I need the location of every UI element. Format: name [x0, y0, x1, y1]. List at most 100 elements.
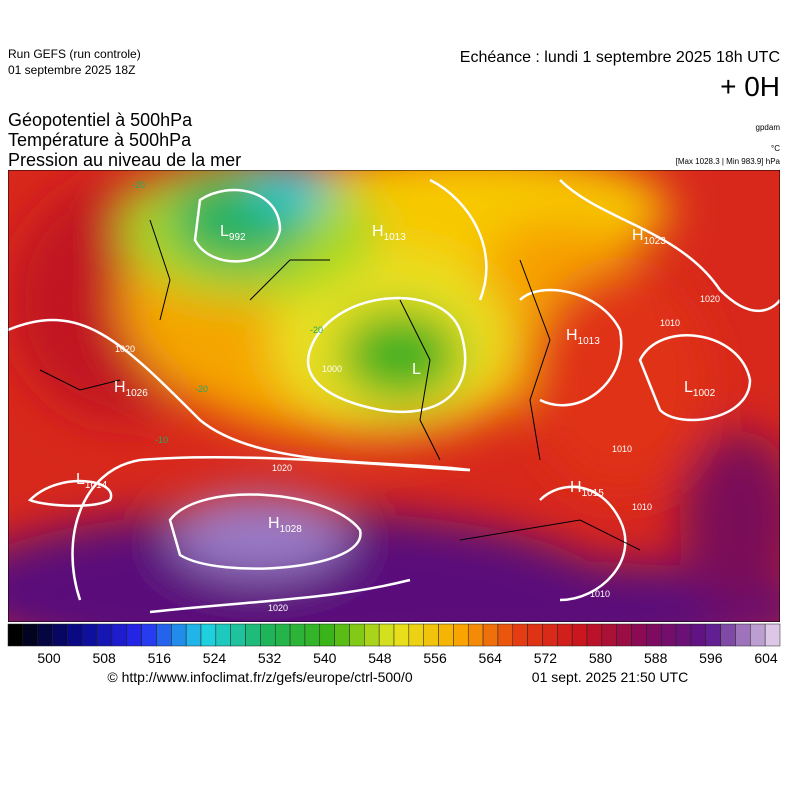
- pressure-center: L1002: [684, 379, 716, 399]
- colorbar-swatch: [52, 623, 68, 647]
- pressure-center: H1023: [632, 227, 666, 247]
- pressure-center: L1014: [76, 471, 108, 491]
- colorbar-swatch: [482, 623, 499, 647]
- colorbar-swatch: [571, 623, 588, 647]
- colorbar-swatch: [274, 623, 291, 647]
- colorbar-swatch: [586, 623, 603, 647]
- colorbar-tick-label: 596: [699, 650, 723, 666]
- colorbar-swatch: [764, 623, 781, 647]
- colorbar-swatch: [156, 623, 172, 647]
- colorbar-swatch: [37, 623, 53, 647]
- colorbar-swatch: [660, 623, 677, 647]
- contour-label: 1010: [612, 444, 632, 454]
- colorbar-tick-label: 556: [423, 650, 447, 666]
- colorbar-swatch: [215, 623, 231, 647]
- echeance: Echéance : lundi 1 septembre 2025 18h UT…: [460, 49, 780, 66]
- colorbar-swatch: [364, 623, 380, 647]
- colorbar-swatch: [705, 623, 721, 647]
- contour-label: 1010: [660, 318, 680, 328]
- contour-label: 1010: [632, 502, 652, 512]
- colorbar-swatch: [304, 623, 321, 647]
- colorbar-swatch: [319, 623, 335, 647]
- pressure-center: H1026: [114, 379, 148, 399]
- unit: gpdam: [756, 123, 781, 132]
- title: Pression au niveau de la mer: [8, 150, 241, 170]
- colorbar-swatch: [601, 623, 617, 647]
- colorbar-tick-label: 532: [258, 650, 282, 666]
- contour-label: 1020: [268, 603, 288, 613]
- colorbar-swatch: [631, 623, 647, 647]
- colorbar-swatch: [497, 623, 514, 647]
- contour-label: 1000: [322, 364, 342, 374]
- footer-timestamp: 01 sept. 2025 21:50 UTC: [532, 669, 688, 685]
- colorbar-tick-label: 572: [534, 650, 558, 666]
- colorbar-tick-label: 548: [368, 650, 392, 666]
- colorbar-swatch: [7, 623, 24, 647]
- colorbar-swatch: [527, 623, 543, 647]
- title: Géopotentiel à 500hPa: [8, 110, 193, 130]
- colorbar-tick-label: 588: [644, 650, 668, 666]
- colorbar-swatch: [111, 623, 128, 647]
- contour-label: -20: [310, 325, 323, 335]
- colorbar: 500 508 516 524 532 540 548 556 564 572 580 588 596 6…: [7, 623, 781, 666]
- colorbar-tick-label: 604: [754, 650, 778, 666]
- colorbar-swatch: [675, 623, 692, 647]
- colorbar-swatch: [22, 623, 38, 647]
- colorbar-swatch: [289, 623, 306, 647]
- colorbar-swatch: [393, 623, 410, 647]
- colorbar-swatch: [720, 623, 736, 647]
- contour-label: 1020: [272, 463, 292, 473]
- colorbar-swatch: [349, 623, 365, 647]
- colorbar-swatch: [171, 623, 187, 647]
- colorbar-swatch: [542, 623, 558, 647]
- colorbar-swatch: [453, 623, 469, 647]
- contour-label: -10: [155, 435, 168, 445]
- colorbar-swatch: [230, 623, 246, 647]
- colorbar-swatch: [81, 623, 98, 647]
- colorbar-tick-label: 540: [313, 650, 337, 666]
- pressure-center: L: [412, 361, 421, 378]
- colorbar-tick-label: 508: [92, 650, 116, 666]
- unit: °C: [771, 144, 780, 153]
- colorbar-swatch: [557, 623, 573, 647]
- contour-label: 1010: [590, 589, 610, 599]
- unit: [Max 1028.3 | Min 983.9] hPa: [676, 157, 781, 166]
- colorbar-swatch: [690, 623, 707, 647]
- colorbar-swatch: [423, 623, 439, 647]
- contour-label: -20: [132, 180, 145, 190]
- colorbar-tick-label: 580: [589, 650, 613, 666]
- colorbar-swatch: [67, 623, 83, 647]
- colorbar-tick-label: 516: [148, 650, 172, 666]
- colorbar-swatch: [141, 623, 157, 647]
- pressure-center: H1013: [372, 223, 406, 243]
- run: Run GEFS (run controle): [8, 47, 141, 61]
- colorbar-swatch: [408, 623, 424, 647]
- colorbar-swatch: [96, 623, 113, 647]
- pressure-center: H1015: [570, 479, 604, 499]
- colorbar-swatch: [616, 623, 632, 647]
- colorbar-swatch: [126, 623, 142, 647]
- contour-label: 1020: [115, 344, 135, 354]
- colorbar-swatch: [438, 623, 454, 647]
- offset: + 0H: [720, 71, 780, 102]
- title: Température à 500hPa: [8, 130, 192, 150]
- colorbar-swatch: [467, 623, 484, 647]
- map: H1013 L992 H1023 H1013 L1002 H1026 L1014…: [8, 170, 780, 622]
- colorbar-swatch: [334, 623, 350, 647]
- colorbar-swatch: [200, 623, 217, 647]
- colorbar-swatch: [185, 623, 202, 647]
- colorbar-swatch: [750, 623, 766, 647]
- run-date: 01 septembre 2025 18Z: [8, 63, 135, 77]
- pressure-center: L992: [220, 223, 246, 243]
- colorbar-swatch: [646, 623, 662, 647]
- colorbar-tick-label: 500: [37, 650, 61, 666]
- colorbar-tick-label: 524: [203, 650, 227, 666]
- colorbar-swatch: [512, 623, 528, 647]
- contour-label: -20: [195, 384, 208, 394]
- footer-url: © http://www.infoclimat.fr/z/gefs/europe…: [107, 669, 412, 685]
- pressure-center: H1013: [566, 327, 600, 347]
- colorbar-swatch: [260, 623, 276, 647]
- colorbar-swatch: [378, 623, 395, 647]
- colorbar-swatch: [735, 623, 751, 647]
